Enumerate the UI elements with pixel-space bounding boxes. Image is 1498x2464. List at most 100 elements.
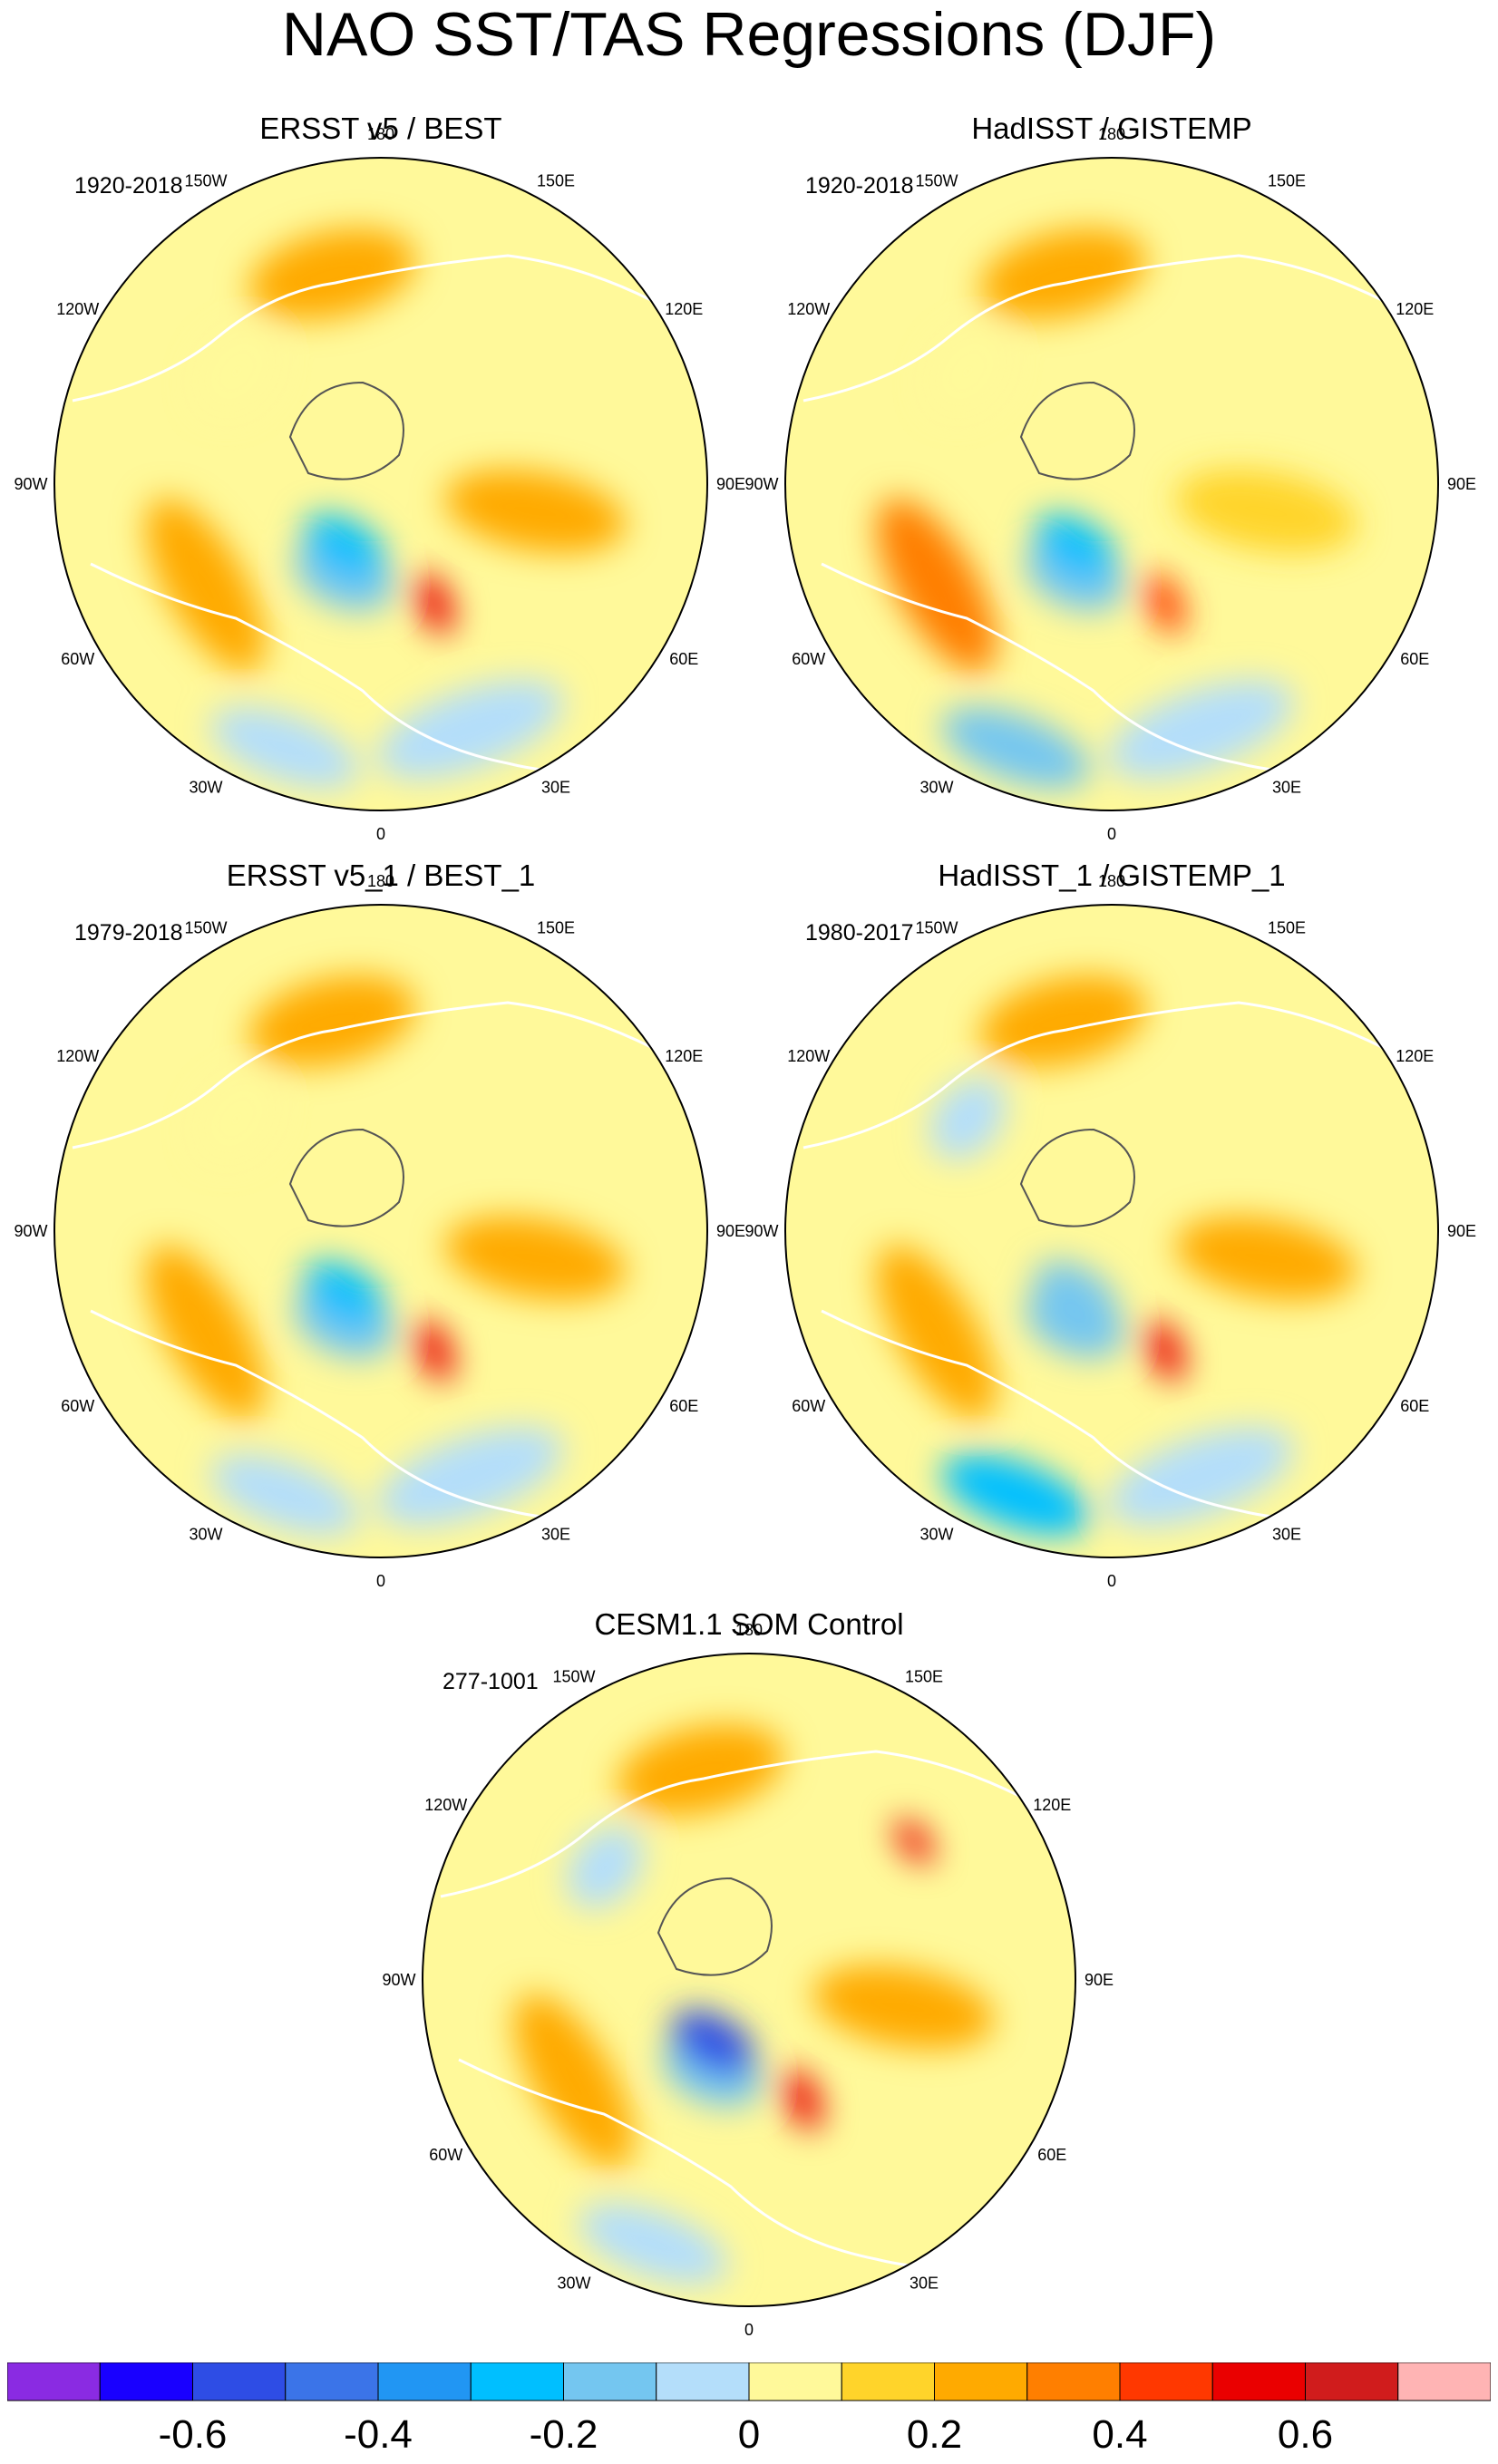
panel-title: CESM1.1 SOM Control xyxy=(594,1607,904,1641)
region-north-africa-middle-east xyxy=(376,1426,564,1527)
map-frame xyxy=(422,1653,1076,2307)
region-western-north-america xyxy=(567,1826,644,1909)
region-tropical-atlantic xyxy=(209,707,360,789)
region-siberia-east- xyxy=(894,1819,934,1864)
longitude-label: 0 xyxy=(1107,1572,1116,1590)
polar-map: 180 150E 120E 90E 60E 30E 0 30W 60W 90W 120W 150W xyxy=(382,1621,1114,2339)
longitude-label: 150W xyxy=(915,919,958,937)
longitude-label: 60W xyxy=(792,650,825,668)
colorbar-swatch xyxy=(656,2362,750,2401)
panel-period: 1920-2018 xyxy=(74,173,183,199)
panel-title: HadISST / GISTEMP xyxy=(971,112,1252,145)
region-northern-eurasia xyxy=(1175,1217,1357,1301)
colorbar-swatch xyxy=(7,2362,101,2401)
colorbar-swatch xyxy=(377,2362,472,2401)
colorbar-swatch xyxy=(1397,2362,1491,2401)
region-gulf-stream-subtropical-atlantic xyxy=(877,1245,997,1420)
longitude-label: 60E xyxy=(1400,650,1429,668)
colorbar-swatch xyxy=(841,2362,935,2401)
region-north-pacific-aleutian- xyxy=(617,1724,784,1816)
panel-hadisst1-gistemp1: HadISST_1 / GISTEMP_1 1980-2017 180 150E 1… xyxy=(744,858,1476,1601)
colorbar-swatch xyxy=(1305,2362,1399,2401)
colorbar-swatch xyxy=(1119,2362,1213,2401)
region-scandinavia xyxy=(1144,1319,1185,1382)
longitude-label: 60E xyxy=(1400,1397,1429,1415)
longitude-label: 30E xyxy=(541,1525,570,1543)
longitude-label: 30E xyxy=(910,2274,939,2292)
colorbar-swatch xyxy=(1211,2362,1306,2401)
region-north-africa-middle-east xyxy=(376,679,564,780)
longitude-label: 120W xyxy=(56,300,99,318)
longitude-label: 30E xyxy=(541,778,570,796)
map-frame xyxy=(54,157,708,811)
region-scandinavia xyxy=(413,1319,454,1382)
colorbar-swatch xyxy=(563,2362,657,2401)
region-scandinavia xyxy=(782,2068,822,2130)
longitude-label: 150W xyxy=(184,919,227,937)
map-frame xyxy=(54,904,708,1558)
colorbar-swatch xyxy=(192,2362,287,2401)
colorbar-swatch xyxy=(748,2362,842,2401)
longitude-label: 150E xyxy=(537,172,575,190)
longitude-label: 180 xyxy=(1098,125,1125,143)
longitude-label: 120W xyxy=(424,1796,467,1814)
longitude-label: 0 xyxy=(376,825,385,843)
region-western-north-america xyxy=(929,330,1007,413)
region-western-north-america xyxy=(199,1077,276,1160)
colorbar-swatch xyxy=(470,2362,564,2401)
colorbar-tick-label: -0.2 xyxy=(530,2412,598,2457)
longitude-label: 90W xyxy=(14,1222,47,1240)
longitude-label: 150W xyxy=(184,172,227,190)
panel-period: 277-1001 xyxy=(443,1669,539,1694)
longitude-label: 150E xyxy=(905,1668,943,1686)
polar-map: 180 150E 120E 90E 60E 30E 0 30W 60W 90W 120W 150W xyxy=(744,872,1476,1590)
region-subpolar-north-atlantic xyxy=(303,1261,387,1326)
longitude-label: 30W xyxy=(557,2274,590,2292)
region-scandinavia xyxy=(413,572,454,635)
panel-hadisst-gistemp: HadISST / GISTEMP 1920-2018 180 150E 120E 9… xyxy=(744,111,1476,854)
longitude-label: 90E xyxy=(1447,1222,1476,1240)
colorbar-tick-label: -0.6 xyxy=(159,2412,228,2457)
longitude-label: 150E xyxy=(1268,172,1306,190)
longitude-label: 150W xyxy=(915,172,958,190)
region-north-pacific-aleutian- xyxy=(248,975,416,1067)
map-frame xyxy=(784,157,1439,811)
region-scandinavia xyxy=(1144,572,1185,635)
region-western-north-america xyxy=(929,1077,1007,1160)
panel-cesm-som-control: CESM1.1 SOM Control 277-1001 180 150E 120E… xyxy=(382,1606,1114,2350)
panel-ersst-best: ERSST v5 / BEST 1920-2018 180 150E 120E 90E… xyxy=(14,111,745,854)
panel-title: ERSST v5_1 / BEST_1 xyxy=(226,859,536,892)
longitude-label: 90W xyxy=(744,1222,778,1240)
longitude-label: 120E xyxy=(1396,300,1434,318)
longitude-label: 0 xyxy=(744,2321,754,2339)
panel-title: ERSST v5 / BEST xyxy=(259,112,502,145)
colorbar-tick-label: 0.4 xyxy=(1092,2412,1147,2457)
colorbar-swatch xyxy=(934,2362,1028,2401)
region-north-africa-middle-east xyxy=(1107,679,1295,780)
panel-period: 1980-2017 xyxy=(805,920,914,946)
region-subpolar-north-atlantic xyxy=(671,2010,755,2075)
longitude-label: 120E xyxy=(1033,1796,1071,1814)
region-subpolar-north-atlantic xyxy=(1034,1261,1118,1326)
longitude-label: 60E xyxy=(1037,2146,1066,2164)
region-north-pacific-aleutian- xyxy=(979,975,1147,1067)
longitude-label: 30W xyxy=(919,778,953,796)
longitude-label: 180 xyxy=(1098,872,1125,890)
longitude-label: 90E xyxy=(1447,475,1476,493)
longitude-label: 180 xyxy=(367,872,394,890)
longitude-label: 90W xyxy=(382,1971,415,1989)
colorbar-swatch xyxy=(285,2362,379,2401)
panel-ersst1-best1: ERSST v5_1 / BEST_1 1979-2018 180 150E 120… xyxy=(14,858,745,1601)
longitude-label: 180 xyxy=(735,1621,763,1639)
colorbar-tick-label: 0 xyxy=(738,2412,760,2457)
longitude-label: 180 xyxy=(367,125,394,143)
longitude-label: 30W xyxy=(919,1525,953,1543)
colorbar-swatch xyxy=(99,2362,193,2401)
colorbar-tick-label: -0.4 xyxy=(344,2412,413,2457)
region-northern-eurasia xyxy=(444,470,626,554)
longitude-label: 120W xyxy=(787,300,830,318)
longitude-label: 0 xyxy=(376,1572,385,1590)
polar-map: 180 150E 120E 90E 60E 30E 0 30W 60W 90W 120W 150W xyxy=(14,872,745,1590)
panel-title: HadISST_1 / GISTEMP_1 xyxy=(938,859,1286,892)
longitude-label: 120W xyxy=(56,1047,99,1065)
